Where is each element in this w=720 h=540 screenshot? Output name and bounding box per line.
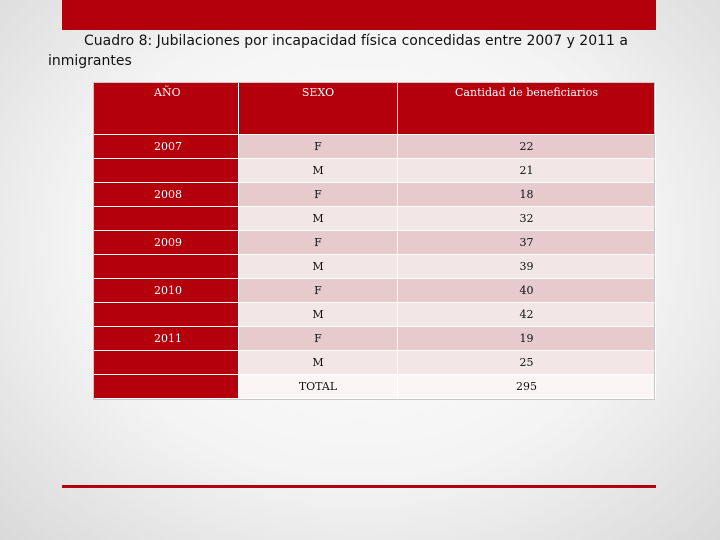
header-accent-bar: [62, 0, 656, 30]
table-row: M 25: [93, 350, 656, 375]
year-cell: [93, 206, 239, 231]
year-cell: [93, 374, 239, 399]
column-header-year: AÑO: [93, 82, 239, 135]
count-cell: 32: [397, 206, 656, 231]
table-row: 2009 F 37: [93, 230, 656, 255]
sex-cell: F: [238, 134, 398, 159]
count-cell: 22: [397, 134, 656, 159]
page-title: Cuadro 8: Jubilaciones por incapacidad f…: [48, 33, 628, 69]
column-header-beneficiaries: Cantidad de beneficiarios: [397, 82, 656, 135]
sex-cell: F: [238, 278, 398, 303]
year-cell: 2009: [93, 230, 239, 255]
sex-cell: F: [238, 326, 398, 351]
year-cell: [93, 158, 239, 183]
sex-cell: M: [238, 302, 398, 327]
data-table-container: AÑO SEXO Cantidad de beneficiarios 2007 …: [93, 82, 656, 399]
table-row: 2010 F 40: [93, 278, 656, 303]
table-header-row: AÑO SEXO Cantidad de beneficiarios: [93, 82, 656, 135]
table-total-row: TOTAL 295: [93, 374, 656, 399]
year-cell: [93, 254, 239, 279]
total-count-cell: 295: [397, 374, 656, 399]
count-cell: 42: [397, 302, 656, 327]
table-row: 2008 F 18: [93, 182, 656, 207]
table-row: M 39: [93, 254, 656, 279]
data-table: AÑO SEXO Cantidad de beneficiarios 2007 …: [93, 82, 656, 399]
total-label-cell: TOTAL: [238, 374, 398, 399]
sex-cell: M: [238, 206, 398, 231]
count-cell: 25: [397, 350, 656, 375]
sex-cell: M: [238, 158, 398, 183]
year-cell: 2011: [93, 326, 239, 351]
sex-cell: F: [238, 182, 398, 207]
table-row: 2007 F 22: [93, 134, 656, 159]
footer-accent-rule: [62, 485, 656, 488]
count-cell: 40: [397, 278, 656, 303]
year-cell: [93, 350, 239, 375]
year-cell: 2008: [93, 182, 239, 207]
table-row: 2011 F 19: [93, 326, 656, 351]
count-cell: 21: [397, 158, 656, 183]
sex-cell: F: [238, 230, 398, 255]
sex-cell: M: [238, 254, 398, 279]
count-cell: 39: [397, 254, 656, 279]
count-cell: 19: [397, 326, 656, 351]
count-cell: 18: [397, 182, 656, 207]
table-row: M 42: [93, 302, 656, 327]
year-cell: 2007: [93, 134, 239, 159]
sex-cell: M: [238, 350, 398, 375]
column-header-sex: SEXO: [238, 82, 398, 135]
table-row: M 21: [93, 158, 656, 183]
table-row: M 32: [93, 206, 656, 231]
count-cell: 37: [397, 230, 656, 255]
year-cell: 2010: [93, 278, 239, 303]
year-cell: [93, 302, 239, 327]
